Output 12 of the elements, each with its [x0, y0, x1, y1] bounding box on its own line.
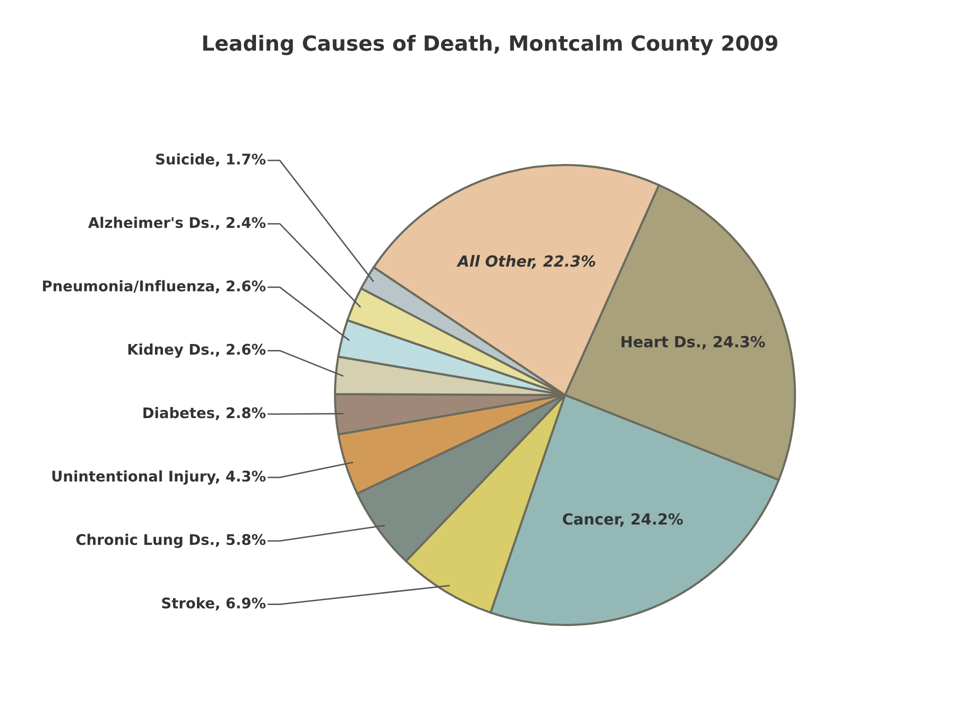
slice-label: Cancer, 24.2% — [562, 513, 683, 527]
slice-label: Heart Ds., 24.3% — [622, 336, 766, 350]
slice-label: Kidney Ds., 2.6% — [128, 344, 266, 358]
slice-label: Suicide, 1.7% — [156, 153, 266, 166]
slice-label: All Other, 22.3% — [456, 255, 596, 269]
slice-label: Chronic Lung Ds., 5.8% — [76, 534, 266, 548]
chart-title: Leading Causes of Death, Montcalm County 2009 — [203, 34, 778, 56]
slice-label: Pneumonia/Influenza, 2.6% — [43, 280, 266, 294]
slice-label: Unintentional Injury, 4.3% — [52, 470, 266, 485]
slice-label: Diabetes, 2.8% — [143, 407, 266, 420]
slice-label: Stroke, 6.9% — [162, 597, 266, 610]
slice-label: Alzheimer's Ds., 2.4% — [88, 216, 266, 230]
